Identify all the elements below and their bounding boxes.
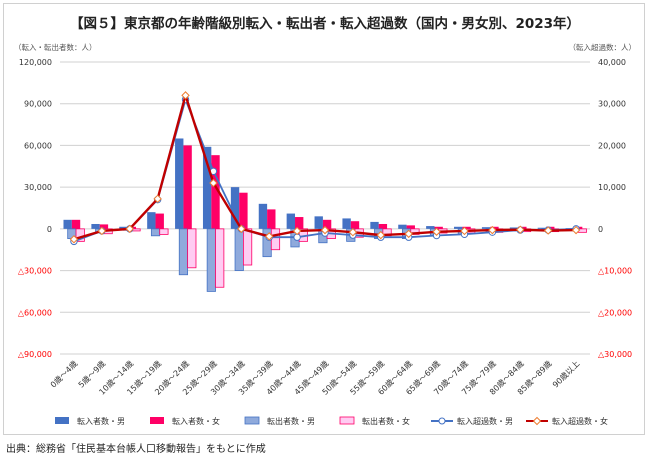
bar-in-male: [63, 219, 72, 229]
bar-in-male: [370, 221, 379, 229]
point-net-female: [460, 226, 469, 236]
right-axis-unit: （転入超過数：人）: [568, 43, 637, 52]
legend-label: 転入超過数・女: [552, 416, 608, 426]
bar-out-male: [150, 228, 161, 237]
bar-in-male: [147, 212, 156, 229]
bar-in-male: [175, 138, 184, 229]
right-tick-label: 40,000: [598, 58, 626, 67]
bar-in-female: [71, 219, 81, 229]
bar-in-male: [481, 227, 491, 229]
point-net-female: [209, 178, 218, 188]
right-tick-label: △10,000: [598, 267, 632, 276]
bar-in-female: [267, 209, 276, 229]
point-net-female: [292, 226, 302, 236]
left-tick-label: △30,000: [18, 267, 52, 276]
bar-in-male: [230, 187, 240, 229]
bar-out-male: [206, 228, 216, 292]
bar-in-male: [342, 218, 351, 229]
legend-swatch: [339, 416, 355, 425]
bar-in-male: [454, 226, 463, 229]
bar-out-male: [234, 228, 244, 271]
point-net-female: [125, 224, 134, 234]
point-net-female: [376, 230, 385, 240]
bar-out-female: [270, 228, 281, 251]
bar-out-female: [243, 228, 253, 266]
bar-in-female: [378, 223, 388, 229]
chart-title: 【図５】東京都の年齢階級別転入・転出者・転入超過数（国内・男女別、2023年）: [69, 16, 581, 32]
bar-in-female: [490, 226, 499, 229]
point-net-female: [69, 235, 79, 244]
bar-out-male: [178, 228, 189, 276]
left-tick-label: △90,000: [18, 350, 52, 359]
right-tick-label: 0: [598, 225, 603, 234]
bar-in-male: [314, 216, 323, 229]
point-net-female: [320, 225, 330, 235]
bar-in-male: [91, 223, 100, 229]
bar-in-female: [239, 192, 248, 229]
bar-in-female: [322, 219, 332, 229]
x-tick-label: 90歳以上: [550, 358, 581, 389]
chart-frame: [3, 3, 645, 435]
bar-in-female: [406, 225, 415, 229]
point-net-female: [432, 227, 441, 236]
right-tick-label: 30,000: [598, 100, 626, 109]
point-net-female: [516, 225, 525, 234]
bar-in-male: [426, 226, 435, 229]
legend-marker: [532, 416, 542, 426]
bar-out-female: [159, 228, 169, 235]
bar-in-male: [286, 213, 296, 229]
left-tick-label: 120,000: [19, 58, 52, 67]
bar-in-male: [202, 146, 212, 229]
point-net-female: [237, 224, 246, 234]
x-tick-label: 0歳～4歳: [48, 358, 79, 389]
right-tick-label: △20,000: [598, 308, 632, 317]
left-tick-label: 60,000: [24, 141, 52, 150]
point-net-female: [97, 226, 107, 236]
bar-in-male: [398, 224, 407, 229]
bar-out-female: [215, 228, 225, 288]
point-net-female: [571, 225, 581, 235]
source-note: 出典：総務省「住民基本台帳人口移動報告」をもとに作成: [6, 444, 266, 455]
point-net-female: [404, 229, 413, 239]
legend-marker: [438, 417, 446, 425]
bar-in-male: [509, 227, 519, 229]
legend-label: 転出者数・男: [267, 416, 315, 426]
bar-in-male: [119, 226, 128, 229]
bar-in-female: [99, 224, 109, 229]
bar-in-female: [211, 155, 220, 229]
right-tick-label: 10,000: [598, 183, 626, 192]
point-net-female: [265, 232, 274, 241]
left-tick-label: 0: [47, 225, 52, 234]
bar-in-female: [155, 213, 164, 229]
bar-in-female: [462, 226, 471, 229]
point-net-female: [488, 225, 497, 235]
right-tick-label: 20,000: [598, 141, 626, 150]
bar-in-female: [183, 145, 192, 229]
bar-in-female: [350, 221, 360, 229]
right-tick-label: △30,000: [598, 350, 632, 359]
left-axis-unit: （転入・転出者数：人）: [14, 43, 97, 52]
point-net-female: [543, 226, 553, 235]
point-net-female: [348, 227, 358, 237]
legend-label: 転入者数・男: [77, 416, 125, 426]
left-tick-label: 30,000: [24, 183, 52, 192]
legend-label: 転入者数・女: [172, 416, 220, 426]
bar-in-male: [537, 227, 547, 229]
legend-label: 転出者数・女: [362, 416, 410, 426]
point-net-female: [153, 194, 162, 204]
legend-swatch: [150, 417, 164, 424]
legend-swatch: [244, 416, 260, 425]
bar-in-male: [258, 203, 268, 229]
left-tick-label: △60,000: [18, 308, 52, 317]
legend-label: 転入超過数・男: [457, 416, 513, 426]
bar-in-female: [295, 217, 304, 229]
point-net-female: [181, 91, 190, 100]
bar-in-female: [434, 226, 443, 229]
legend-swatch: [55, 417, 69, 424]
left-tick-label: 90,000: [24, 100, 52, 109]
bar-out-female: [187, 228, 197, 269]
